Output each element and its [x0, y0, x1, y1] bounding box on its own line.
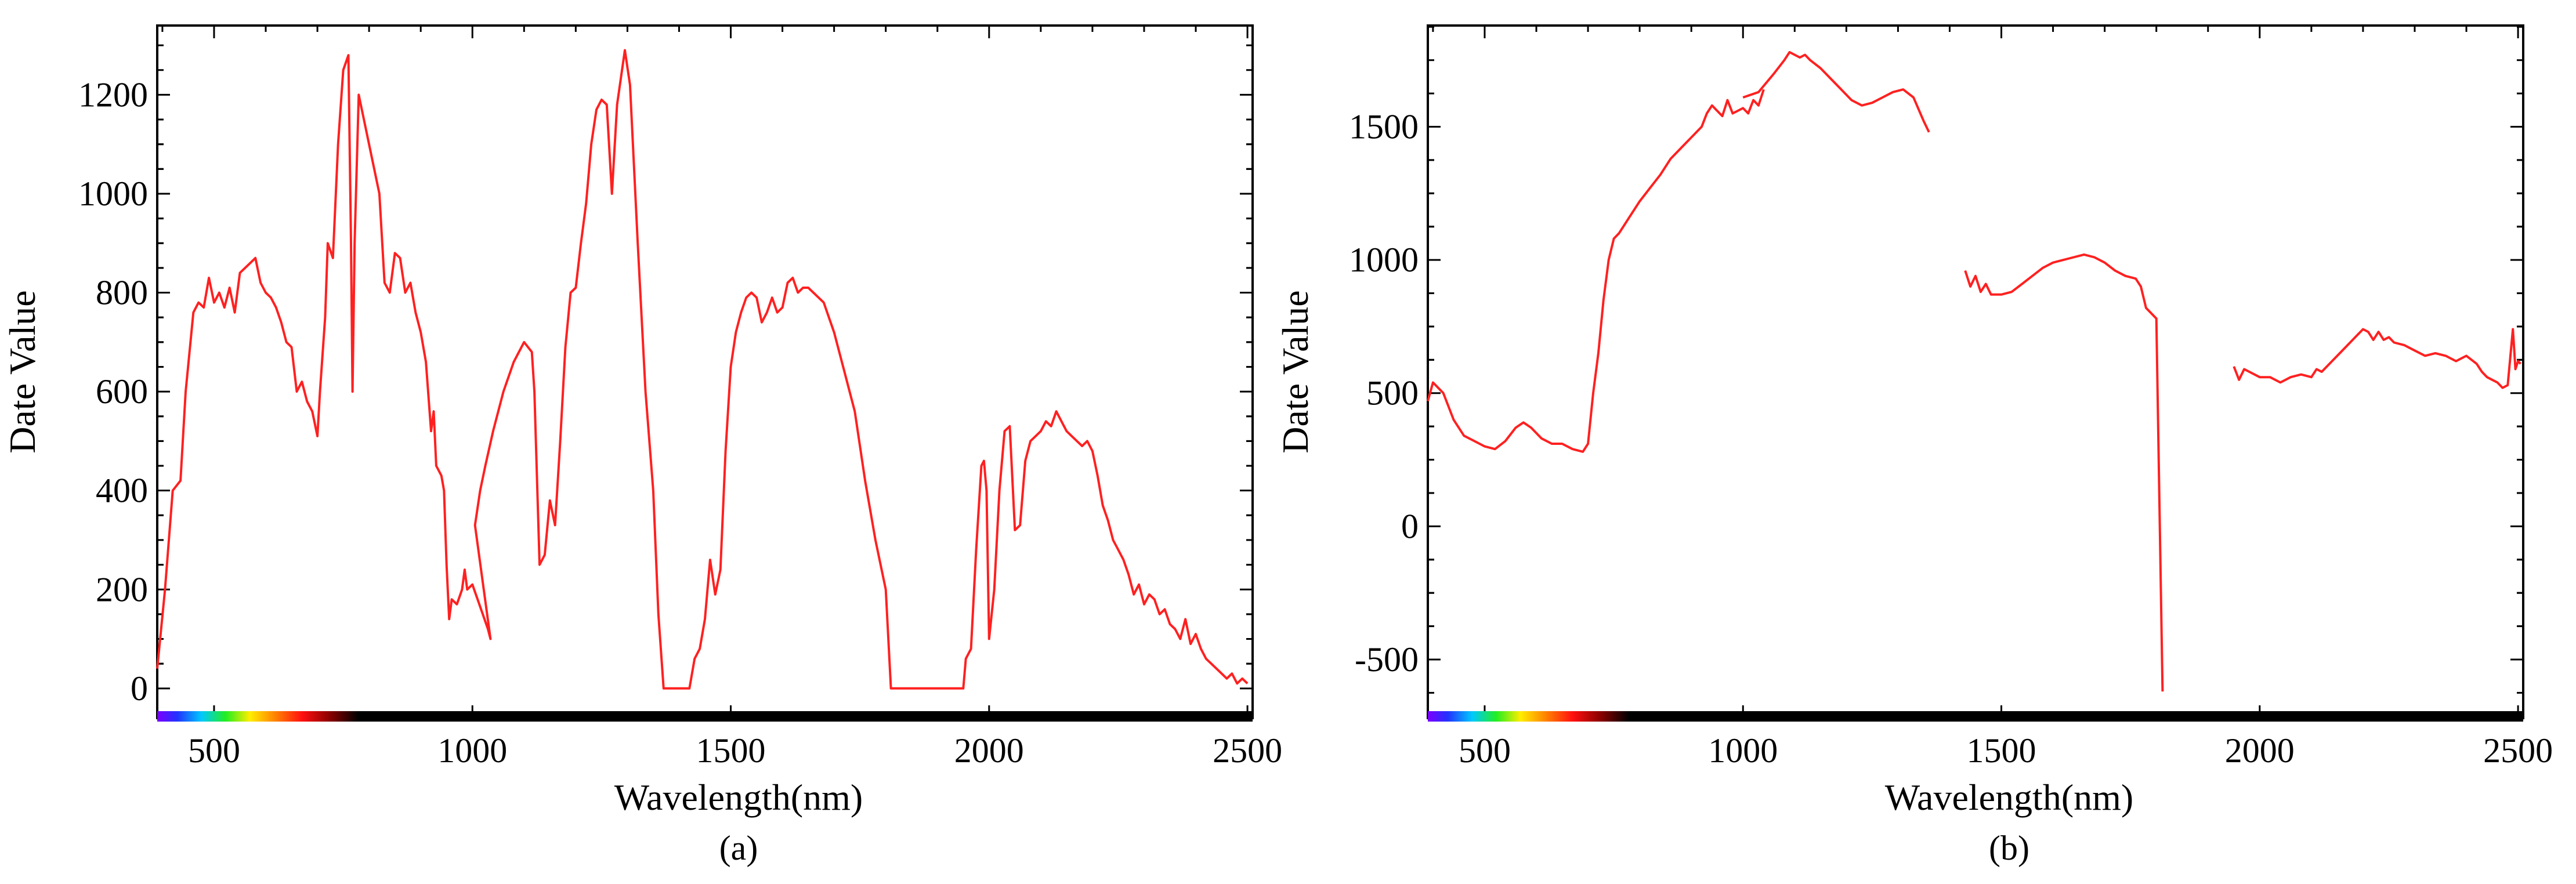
y-tick-label-a-400: 400: [96, 472, 148, 510]
x-axis-title-a: Wavelength(nm): [614, 777, 863, 818]
x-tick-label-a-2000: 2000: [954, 731, 1024, 770]
spectrum-bar-visible-a: [157, 711, 359, 722]
y-tick-label-a-800: 800: [96, 274, 148, 312]
y-ticks-a: 0 200 400 600 800 1000 1200: [78, 44, 1253, 714]
y-ticks-b: -500 0 500 1000 1500: [1349, 26, 2523, 694]
y-tick-label-b-0: 0: [1401, 507, 1419, 545]
spectrum-bar-a: [157, 711, 1253, 722]
spectrum-bar-b: [1428, 711, 2523, 722]
x-tick-label-b-2500: 2500: [2483, 731, 2553, 770]
x-axis-title-b: Wavelength(nm): [1885, 777, 2133, 818]
spectrum-bar-visible-b: [1428, 711, 1629, 722]
x-tick-label-a-2500: 2500: [1213, 731, 1282, 770]
x-ticks-b: 500 1000 1500 2000 2500: [1432, 26, 2553, 770]
series-line-b-1: [1742, 50, 1930, 133]
y-tick-label-b--500: -500: [1355, 640, 1419, 679]
x-tick-label-b-1000: 1000: [1708, 731, 1778, 770]
series-b: [1427, 50, 2521, 692]
plot-frame-b: [1427, 24, 2524, 719]
y-tick-label-a-200: 200: [96, 570, 148, 608]
y-axis-title-b: Date Value: [1275, 290, 1316, 453]
x-tick-label-a-500: 500: [188, 731, 240, 770]
panel-caption-b: (b): [1989, 829, 2029, 867]
series-line-b-3: [2233, 328, 2521, 389]
y-tick-label-a-1000: 1000: [78, 175, 148, 213]
series-line-a-0: [156, 49, 1249, 690]
x-tick-label-b-2000: 2000: [2225, 731, 2295, 770]
y-tick-label-b-500: 500: [1366, 374, 1419, 412]
y-tick-label-b-1000: 1000: [1349, 241, 1419, 279]
x-tick-label-a-1500: 1500: [696, 731, 766, 770]
x-tick-label-b-500: 500: [1459, 731, 1511, 770]
y-tick-label-a-1200: 1200: [78, 75, 148, 114]
x-ticks-a: 500 1000 1500 2000 2500: [161, 26, 1282, 770]
series-a: [156, 49, 1249, 690]
y-tick-label-b-1500: 1500: [1349, 108, 1419, 146]
x-tick-label-a-1000: 1000: [437, 731, 507, 770]
series-line-b-0: [1427, 89, 1765, 453]
x-tick-label-b-1500: 1500: [1967, 731, 2036, 770]
chart-panel-a: 0 200 400 600 800 1000 1200 500 1000 1500 2000 250…: [2, 24, 1282, 867]
series-line-b-2: [1964, 253, 2164, 692]
panel-caption-a: (a): [719, 829, 758, 867]
y-tick-label-a-600: 600: [96, 372, 148, 411]
y-axis-title-a: Date Value: [2, 290, 43, 453]
y-tick-label-a-0: 0: [131, 669, 148, 708]
chart-panel-b: -500 0 500 1000 1500 500 1000 1500 2000 2500 Dat…: [1275, 24, 2553, 867]
